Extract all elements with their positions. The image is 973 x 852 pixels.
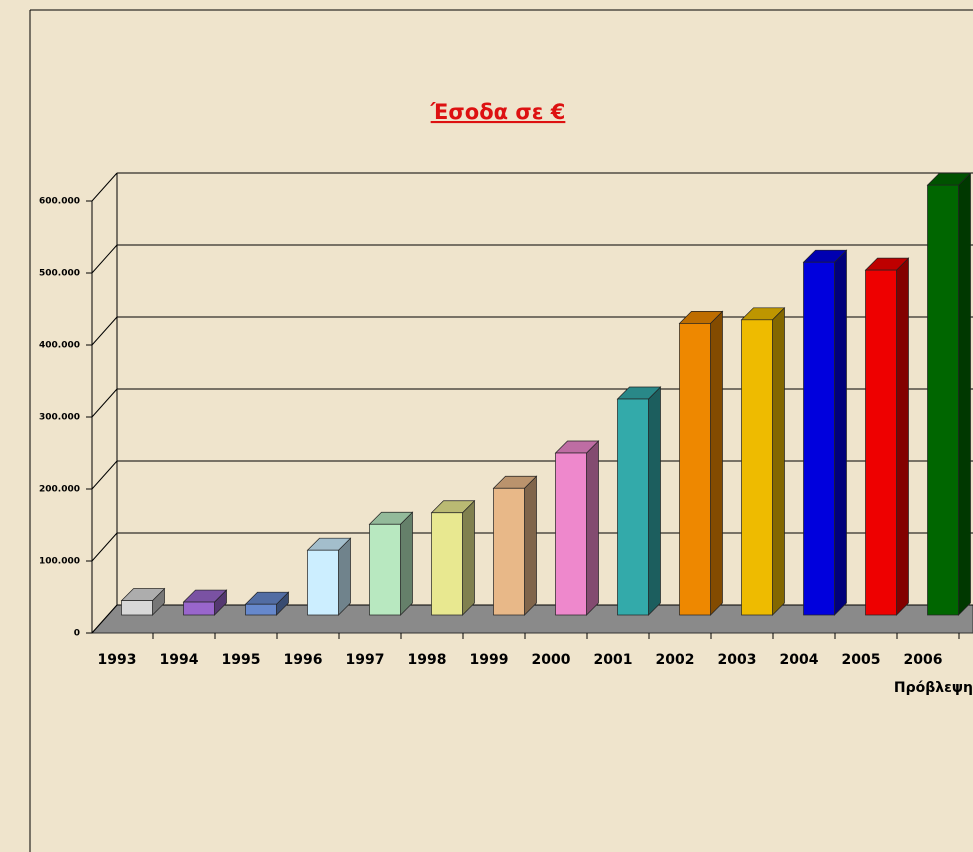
grid-line: [91, 604, 118, 634]
grid-line: [91, 388, 118, 418]
bar-front: [555, 452, 587, 616]
x-tick-label: 2006: [904, 652, 943, 668]
y-tick-label: 500.000: [39, 269, 80, 279]
x-tick-label: 2003: [718, 652, 757, 668]
bar-front: [431, 512, 463, 616]
bar: [120, 587, 166, 616]
bar: [616, 386, 662, 616]
x-tick-label: 2002: [656, 652, 695, 668]
y-tick-label: 100.000: [39, 557, 80, 567]
bar-side: [400, 511, 413, 616]
bar-front: [741, 319, 773, 616]
bar-side: [524, 475, 537, 616]
bar-side: [834, 249, 847, 616]
bar: [368, 511, 414, 616]
x-tick-label: 2005: [842, 652, 881, 668]
y-tick-label: 0: [74, 629, 80, 639]
bar-side: [338, 537, 351, 616]
x-tick-label: 1996: [284, 652, 323, 668]
y-tick-label: 600.000: [39, 197, 80, 207]
grid-line: [91, 244, 118, 274]
bar-front: [865, 269, 897, 616]
bar: [244, 591, 290, 616]
x-tick-label: 2001: [594, 652, 633, 668]
y-tick-label: 400.000: [39, 341, 80, 351]
bar: [864, 257, 910, 616]
bar-side: [462, 499, 475, 616]
x-tick-label: 1994: [160, 652, 199, 668]
bar-side: [772, 306, 785, 616]
bar-front: [803, 261, 835, 616]
grid-line: [91, 316, 118, 346]
bar-front: [617, 398, 649, 616]
grid-line: [91, 460, 118, 490]
bar: [678, 310, 724, 616]
bar-side: [586, 440, 599, 616]
annotation: Πρόβλεψη: [894, 680, 973, 696]
x-tick-label: 1997: [346, 652, 385, 668]
x-tick-label: 2004: [780, 652, 819, 668]
bar-side: [896, 257, 909, 616]
x-tick-label: 2000: [532, 652, 571, 668]
bar: [926, 172, 972, 616]
bar-front: [307, 549, 339, 616]
bar: [182, 589, 228, 616]
bar-front: [183, 601, 215, 616]
x-tick-label: 1998: [408, 652, 447, 668]
bar-side: [710, 310, 723, 616]
bar-front: [121, 600, 153, 616]
y-tick-label: 200.000: [39, 485, 80, 495]
bar-front: [927, 184, 959, 616]
bar: [430, 499, 476, 616]
bar-front: [245, 603, 277, 616]
bar-front: [369, 523, 401, 616]
bar-front: [493, 487, 525, 616]
bar: [306, 537, 352, 616]
chart-title: Έσοδα σε €: [430, 100, 566, 124]
bar: [492, 475, 538, 616]
grid-line: [91, 532, 118, 562]
y-tick-label: 300.000: [39, 413, 80, 423]
bar: [802, 249, 848, 616]
x-tick-label: 1995: [222, 652, 261, 668]
x-tick-label: 1993: [98, 652, 137, 668]
bar: [740, 306, 786, 616]
bar-side: [958, 172, 971, 616]
floor: [90, 604, 973, 634]
x-tick-label: 1999: [470, 652, 509, 668]
bar-front: [679, 323, 711, 616]
bar-side: [648, 386, 661, 616]
bar: [554, 440, 600, 616]
grid-line: [91, 172, 118, 202]
